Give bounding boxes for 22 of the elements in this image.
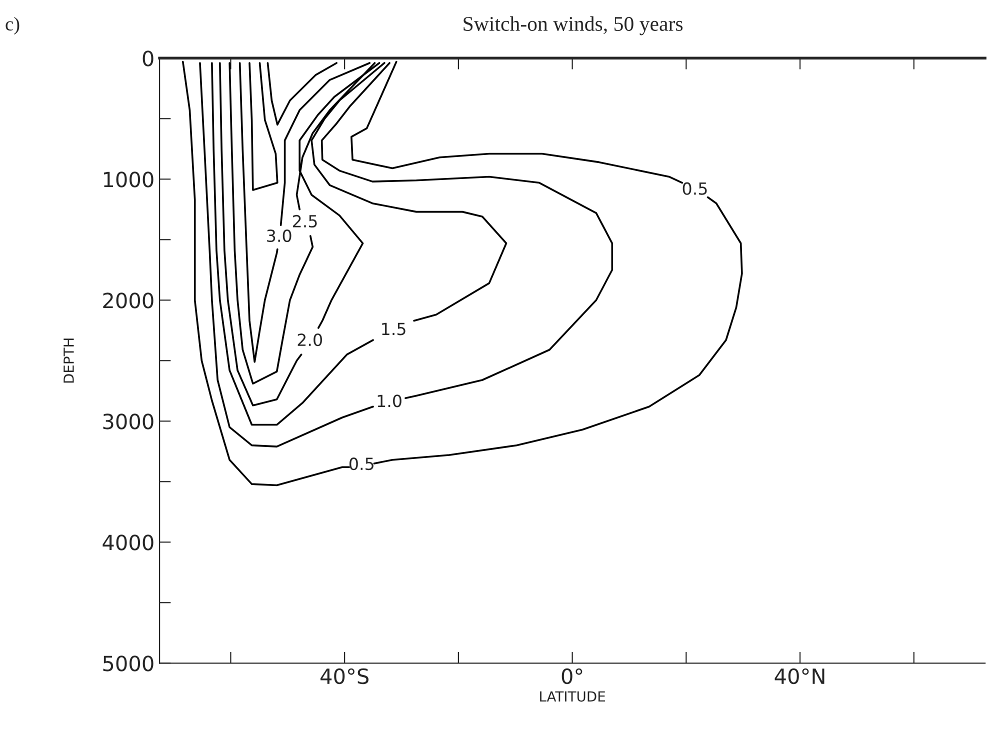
y-tick-label: 4000 [102,534,154,550]
x-tick-label: 40°N [774,668,824,684]
x-tick-label: 40°S [320,668,368,684]
text: 0.5 [682,182,707,195]
line-series [266,62,338,126]
series-label: 2.0 [298,334,322,346]
y-axis-title: DEPTH [64,338,74,383]
series-label: 0.5 [350,458,374,470]
series-label: 2.5 [292,214,317,228]
series-label: 1.0 [378,394,402,408]
line-series [248,62,278,191]
y-tick-label: 2000 [103,292,154,308]
series-label: 1.5 [382,322,406,336]
text: c) [6,16,20,35]
series-label: 3.0 [267,229,292,242]
x-axis-title: LATITUDE [540,691,605,702]
y-tick-label: 3000 [103,414,154,430]
y-tick-label: 1000 [104,172,154,188]
y-tick-label: 5000 [103,656,154,672]
x-tick-label: 0° [562,668,582,684]
chart-title: Switch-on winds, 50 years [464,16,683,36]
y-tick-label: 0 [142,50,154,66]
